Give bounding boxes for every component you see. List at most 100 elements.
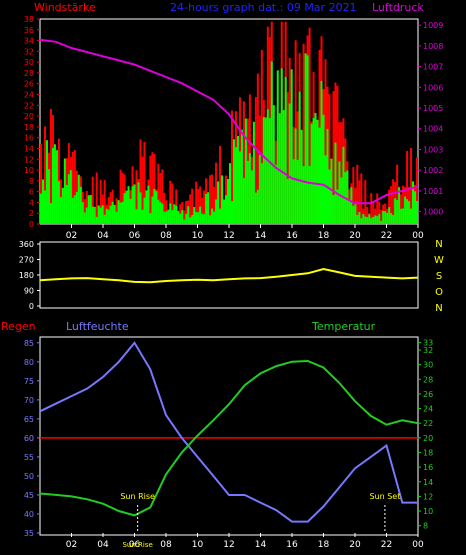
compass-label-O: O xyxy=(435,287,443,298)
chart-title: 24-hours graph dat.: 09 Mar 2021 xyxy=(170,1,357,14)
wind-speed-bar xyxy=(63,158,66,224)
wind-speed-bar xyxy=(143,197,146,224)
wind-speed-bar xyxy=(105,208,108,224)
wind-gust-bar xyxy=(139,139,142,224)
wind-speed-bar xyxy=(404,196,407,224)
humidity-tick-label-55: 55 xyxy=(24,453,34,462)
wind-gust-bar xyxy=(402,185,405,224)
wind-speed-bar xyxy=(85,207,88,224)
wind-gust-bar xyxy=(195,181,198,224)
wind-speed-bar xyxy=(197,212,200,224)
wind-speed-bar xyxy=(292,159,295,224)
wind-gust-bar xyxy=(416,157,419,224)
wind-gust-bar xyxy=(49,108,52,224)
wind-speed-bar xyxy=(193,206,196,224)
wind-speed-bar xyxy=(69,170,72,224)
x-tick-label-22: 22 xyxy=(381,540,392,550)
wind-gust-bar xyxy=(157,163,160,224)
wind-speed-bar xyxy=(171,210,174,224)
wind-speed-bar xyxy=(288,103,291,224)
wind-speed-bar xyxy=(47,169,50,224)
wind-gust-bar xyxy=(215,162,218,224)
x-tick-label-12: 12 xyxy=(223,540,234,550)
wind-speed-bar xyxy=(408,201,411,224)
wind-speed-bar xyxy=(93,206,96,224)
wind-speed-bar xyxy=(318,127,321,224)
wind-speed-bar xyxy=(161,203,164,224)
temperature-tick-label-33: 33 xyxy=(423,339,433,348)
wind-speed-bar xyxy=(378,214,381,224)
wind-speed-bar xyxy=(264,117,267,224)
wind-tick-label-22: 22 xyxy=(24,101,34,110)
x-tick-label-08: 08 xyxy=(160,540,172,550)
wind-speed-bar xyxy=(207,192,210,224)
wind-speed-bar xyxy=(254,192,257,224)
wind-gust-bar xyxy=(103,180,106,224)
wind-tick-label-18: 18 xyxy=(24,123,34,132)
wind-speed-bar xyxy=(332,195,335,224)
wind-speed-bar xyxy=(41,179,44,224)
x-tick-label-18: 18 xyxy=(318,231,330,241)
wind-speed-bar xyxy=(179,213,182,224)
wind-speed-bar xyxy=(141,209,144,224)
wind-gust-bar xyxy=(99,179,102,224)
temperature-tick-label-18: 18 xyxy=(423,448,433,457)
wind-gust-bar xyxy=(91,176,94,224)
wind-tick-label-10: 10 xyxy=(24,166,34,175)
wind-speed-bar xyxy=(260,163,263,224)
wind-gust-bar xyxy=(406,151,409,224)
wind-speed-bar xyxy=(227,179,230,224)
wind-speed-bar xyxy=(340,177,343,224)
x-tick-label-22: 22 xyxy=(381,231,392,241)
wind-speed-bar xyxy=(328,169,331,224)
wind-speed-bar xyxy=(199,206,202,224)
wind-speed-bar xyxy=(81,202,84,224)
wind-gust-bar xyxy=(260,50,263,225)
pressure-tick-label-1009: 1009 xyxy=(423,21,443,30)
humidity-tick-label-75: 75 xyxy=(24,377,34,386)
wind-gust-bar xyxy=(185,200,188,224)
wind-speed-bar xyxy=(352,205,355,224)
compass-label-S: S xyxy=(436,271,442,282)
pressure-tick-label-1005: 1005 xyxy=(423,104,443,113)
wind-speed-bar xyxy=(123,193,126,224)
wind-speed-bar xyxy=(246,160,249,224)
wind-speed-bar xyxy=(73,195,76,224)
wind-gust-bar xyxy=(370,193,373,224)
wind-tick-label-24: 24 xyxy=(24,91,34,100)
wind-speed-bar xyxy=(135,209,138,224)
x-tick-label-14: 14 xyxy=(255,231,267,241)
wind-speed-bar xyxy=(97,205,100,224)
wind-gust-bar xyxy=(366,207,369,224)
x-tick-label-06: 06 xyxy=(129,540,141,550)
temperature-tick-label-14: 14 xyxy=(423,478,433,487)
wind-speed-bar xyxy=(406,199,409,224)
wind-gust-bar xyxy=(392,179,395,224)
wind-speed-bar xyxy=(209,215,212,224)
wind-gust-bar xyxy=(378,201,381,224)
wind-speed-bar xyxy=(262,117,265,224)
wind-gust-bar xyxy=(151,152,154,224)
x-tick-label-00: 00 xyxy=(412,540,424,550)
wind-speed-bar xyxy=(310,123,313,224)
temperature-line xyxy=(39,359,419,517)
x-tick-label-20: 20 xyxy=(349,540,361,550)
x-tick-label-18: 18 xyxy=(318,540,330,550)
wind-speed-bar xyxy=(153,188,156,224)
wind-gust-bar xyxy=(410,148,413,224)
wind-speed-bar xyxy=(65,184,68,224)
wind-tick-label-4: 4 xyxy=(29,198,34,207)
wind-gust-bar xyxy=(135,170,138,224)
wind-speed-bar xyxy=(400,208,403,224)
wind-speed-bar xyxy=(163,211,166,224)
wind-speed-bar xyxy=(370,218,373,224)
wind-tick-label-36: 36 xyxy=(24,26,34,35)
humidity-tick-label-60: 60 xyxy=(24,434,34,443)
wind-speed-bar xyxy=(416,201,419,224)
wind-gust-bar xyxy=(189,194,192,224)
event-label: Sun Set xyxy=(369,492,400,501)
wind-speed-bar xyxy=(396,200,399,224)
